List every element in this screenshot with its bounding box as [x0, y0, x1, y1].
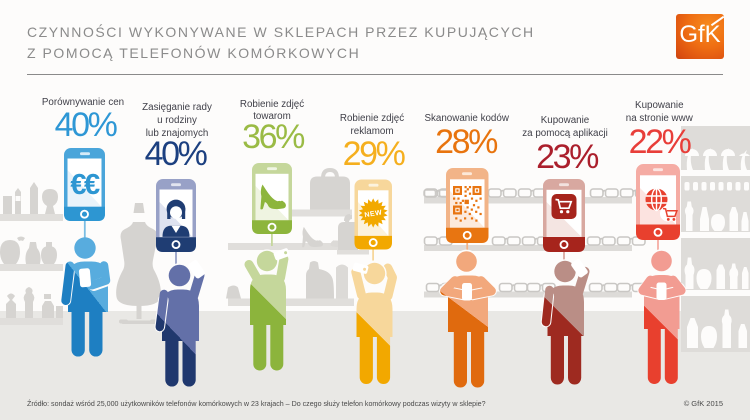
svg-text:€€: €€: [70, 169, 100, 201]
svg-text:NEW: NEW: [364, 209, 383, 219]
